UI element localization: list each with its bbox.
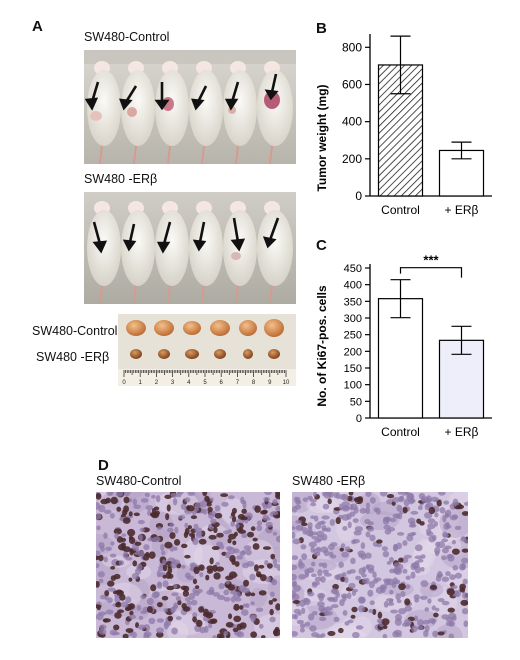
ruler-number: 7 [236,380,240,386]
histology-treated-caption: SW480 -ERβ [292,474,366,488]
ruler: 0 1 2 3 4 5 6 7 8 9 10 [122,370,290,386]
panel-a-letter: A [32,18,43,35]
x-tick-label: Control [381,425,420,439]
mouse [155,61,189,164]
y-axis-label: No. of Ki67-pos. cells [315,285,329,407]
mouse [121,201,155,303]
y-tick-label: 200 [344,346,362,358]
mouse [155,201,189,303]
ruler-number: 2 [155,380,159,386]
y-axis-label: Tumor weight (mg) [315,84,329,191]
y-tick-label: 250 [344,330,362,342]
x-tick-label: + ERβ [445,425,479,439]
significance-bracket [399,267,463,278]
tumor-treated-caption: SW480 -ERβ [36,350,110,364]
mice-control-photo [84,50,296,164]
y-tick-label: 150 [344,363,362,375]
y-tick-label: 600 [342,77,362,91]
bar-control [377,298,424,419]
ruler-number: 10 [283,380,290,386]
ruler-number: 3 [171,380,175,386]
ki67-chart: 0 50 100 150 200 250 300 350 400 450 Control + ERβ *… [315,253,492,439]
y-tick-label: 350 [344,296,362,308]
tumor-weight-chart: 0 200 400 600 800 Control + ERβ Tumor weight (… [315,34,492,217]
tumor-row-treated [130,349,280,359]
y-tick-label: 50 [350,396,362,408]
panel-c-letter: C [316,237,327,254]
mouse [223,61,257,164]
y-tick-label: 300 [344,313,362,325]
histology-control-image [96,492,280,638]
y-tick-label: 0 [356,413,362,425]
histology-control-caption: SW480-Control [96,474,182,488]
mice-treated-photo [84,192,296,304]
ruler-number: 5 [203,380,207,386]
y-tick-label: 400 [342,115,362,129]
significance-marker: *** [423,253,439,268]
ruler-number: 6 [220,380,224,386]
ruler-number: 4 [187,380,191,386]
y-tick-label: 800 [342,40,362,54]
mice-treated-caption: SW480 -ERβ [84,172,158,186]
mouse [257,61,293,164]
mouse [189,61,223,164]
tumor-control-caption: SW480-Control [32,324,118,338]
tumors-photo: 0 1 2 3 4 5 6 7 8 9 10 [118,314,296,386]
y-tick-label: 0 [355,189,362,203]
x-tick-label: Control [381,203,420,217]
panel-b-letter: B [316,20,327,37]
panel-d-letter: D [98,457,109,474]
mouse [121,61,155,164]
ruler-number: 0 [122,380,126,386]
y-tick-label: 400 [344,280,362,292]
ruler-number: 9 [268,380,272,386]
y-tick-label: 200 [342,152,362,166]
tumor-row-control [126,319,284,337]
ruler-number: 1 [139,380,143,386]
y-tick-label: 100 [344,380,362,392]
ruler-number: 8 [252,380,256,386]
y-tick-label: 450 [344,263,362,275]
mouse [189,201,223,303]
mouse [257,201,293,303]
histology-treated-image [292,492,468,638]
mice-control-caption: SW480-Control [84,30,170,44]
x-tick-label: + ERβ [445,203,479,217]
